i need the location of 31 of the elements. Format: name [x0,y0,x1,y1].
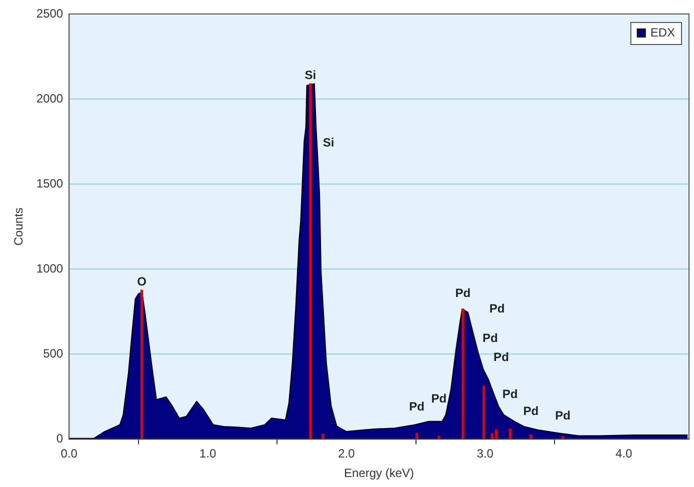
annotation: O [137,274,146,288]
bar [490,433,494,440]
x-tick-label: 0.0 [60,446,78,461]
annotation: Pd [455,286,471,300]
annotation: Pd [431,391,447,406]
annotation: Si [304,68,316,82]
x-tick-label: 2.0 [338,446,356,461]
y-axis-title: Counts [12,208,26,246]
bar [482,386,486,440]
y-tick-label: 0 [56,432,64,446]
y-tick-label: 1500 [36,176,64,190]
x-tick-label: 4.0 [615,446,632,461]
x-tick-label: 1.0 [199,446,216,461]
x-axis-title: Energy (keV) [344,466,414,480]
y-tick-label: 2000 [36,91,64,106]
annotation: Pd [409,400,424,414]
bar [140,290,144,440]
bar [309,83,312,440]
x-tick-label: 3.0 [476,446,494,461]
legend-label: EDX [650,25,676,40]
bar [462,308,464,440]
y-tick-label: 1000 [36,261,64,276]
annotation: Pd [523,404,539,418]
annotation: Si [322,135,334,150]
annotation: Pd [489,302,505,316]
y-tick-label: 500 [43,346,64,360]
annotation: Pd [555,408,570,423]
y-tick-label: 2500 [36,6,64,20]
annotation: Pd [502,386,518,401]
annotation: Pd [494,350,509,364]
annotation: Pd [482,330,498,345]
